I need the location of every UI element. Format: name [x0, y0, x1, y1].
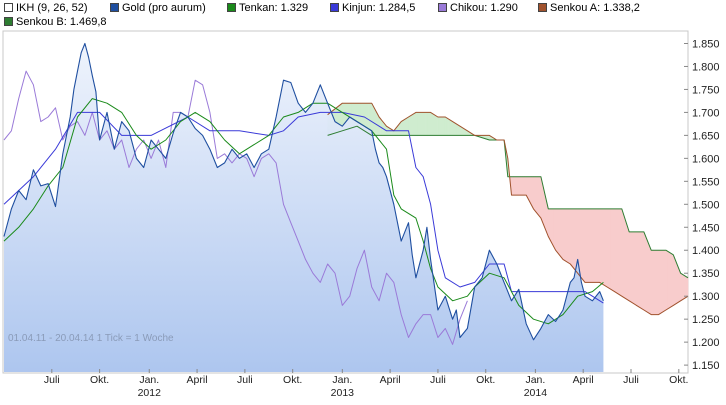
x-tick-label: Juli [44, 374, 60, 386]
x-tick-label: Okt. [90, 374, 109, 386]
y-tick-label: 1.500 [692, 199, 720, 211]
series-line-gold [3, 42, 604, 341]
y-tick-label: 1.650 [692, 130, 720, 142]
series-line-kinjun [3, 111, 604, 304]
y-tick-label: 1.200 [692, 337, 720, 349]
x-tick-label: Jan. [332, 374, 352, 386]
y-tick-label: 1.550 [692, 176, 720, 188]
legend-label: Senkou B: 1.469,8 [16, 16, 107, 28]
y-tick-label: 1.300 [692, 291, 720, 303]
footer-note: 01.04.11 - 20.04.14 1 Tick = 1 Woche [8, 333, 174, 344]
y-tick-label: 1.350 [692, 268, 720, 280]
legend-label: Chikou: 1.290 [450, 2, 518, 14]
legend-label: Senkou A: 1.338,2 [550, 2, 640, 14]
y-tick-label: 1.450 [692, 222, 720, 234]
x-tick-label: Jan. [525, 374, 545, 386]
x-tick-label: Juli [237, 374, 253, 386]
x-year-label: 2014 [524, 387, 548, 399]
y-tick-label: 1.400 [692, 245, 720, 257]
x-year-label: 2013 [331, 387, 355, 399]
y-tick-label: 1.850 [692, 38, 720, 50]
x-tick-label: April [187, 374, 208, 386]
legend-swatch [227, 3, 236, 12]
legend-swatch [4, 3, 13, 12]
gold-area-fill [4, 43, 604, 373]
y-tick-label: 1.800 [692, 61, 720, 73]
series-line-chikou [3, 70, 468, 345]
legend-swatch [438, 3, 447, 12]
x-tick-label: Juli [623, 374, 639, 386]
x-tick-label: Juli [430, 374, 446, 386]
cloud-segment [685, 276, 689, 298]
x-tick-label: Okt. [283, 374, 302, 386]
x-tick-label: Okt. [669, 374, 688, 386]
y-tick-label: 1.600 [692, 153, 720, 165]
y-tick-label: 1.250 [692, 314, 720, 326]
y-tick-label: 1.750 [692, 84, 720, 96]
x-tick-label: April [380, 374, 401, 386]
legend-swatch [4, 17, 13, 26]
legend: IKH (9, 26, 52) Gold (pro aurum) Tenkan: 1… [0, 0, 726, 30]
legend-swatch [110, 3, 119, 12]
legend-label: Kinjun: 1.284,5 [342, 2, 416, 14]
series-line-senkou-a [327, 102, 689, 316]
legend-label: Tenkan: 1.329 [239, 2, 309, 14]
series-lines [3, 42, 689, 345]
x-tick-label: Jan. [139, 374, 159, 386]
x-tick-label: Okt. [476, 374, 495, 386]
legend-label: IKH (9, 26, 52) [16, 2, 88, 14]
legend-swatch [538, 3, 547, 12]
y-tick-label: 1.150 [692, 360, 720, 372]
legend-label: Gold (pro aurum) [122, 2, 206, 14]
x-year-label: 2012 [138, 387, 162, 399]
y-tick-label: 1.700 [692, 107, 720, 119]
series-line-senkou-b [327, 125, 689, 279]
legend-swatch [330, 3, 339, 12]
gold-area [4, 43, 604, 373]
x-tick-label: April [573, 374, 594, 386]
y-axis: 1.150 1.200 1.250 1.300 1.350 1.400 1.450 1.500… [684, 38, 720, 372]
